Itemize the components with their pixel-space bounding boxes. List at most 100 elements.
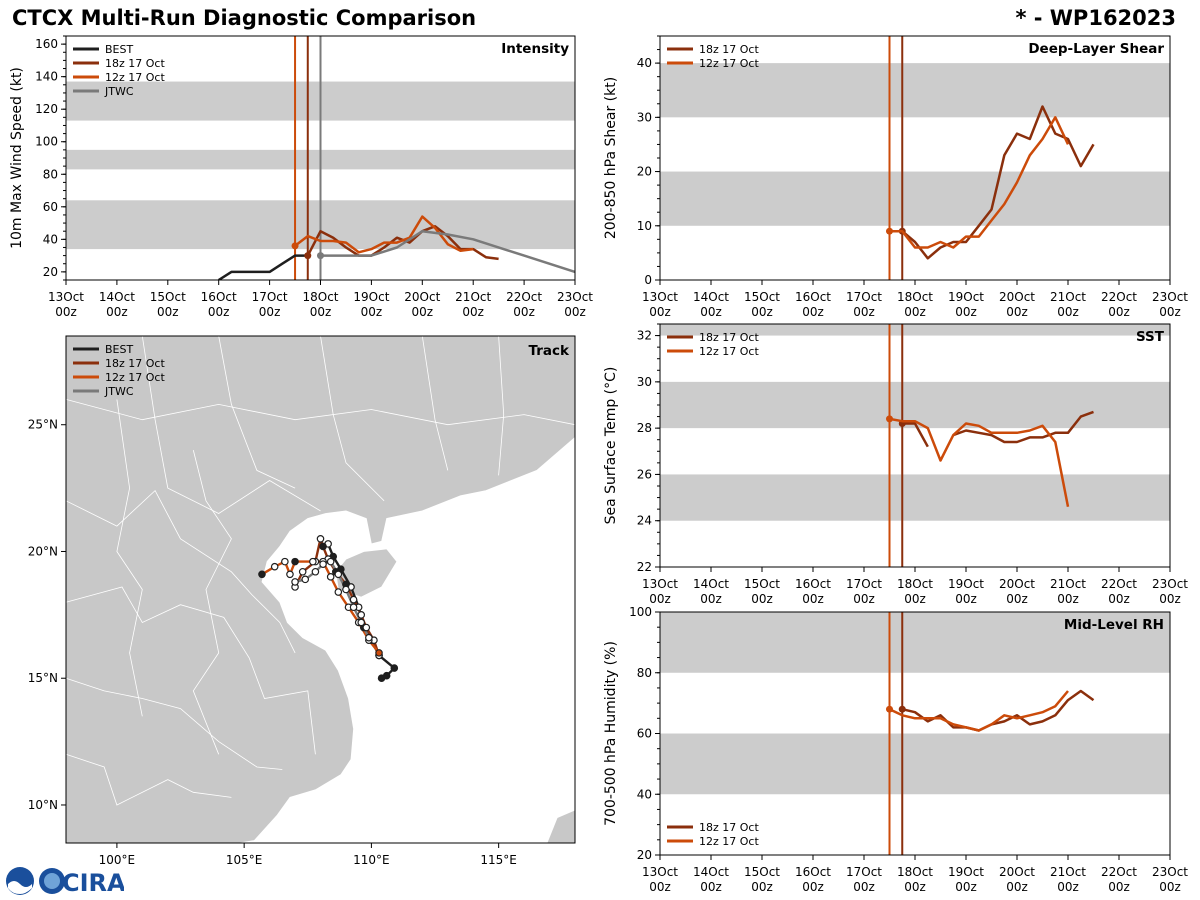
rh-xtick-label: 00z	[1159, 880, 1181, 894]
shear-xtick-label: 15Oct	[744, 290, 780, 304]
shear-xtick-label: 00z	[955, 305, 977, 319]
sst-xtick-label: 13Oct	[642, 577, 678, 591]
intensity-xtick-label: 00z	[564, 305, 586, 319]
track-point	[316, 534, 325, 543]
rh-ytick-label: 40	[637, 787, 652, 801]
sst-xtick-label: 16Oct	[795, 577, 831, 591]
rh-ytick-label: 80	[637, 666, 652, 680]
rh-series-line	[888, 690, 1069, 732]
track-border	[65, 753, 232, 806]
shear-xtick-label: 22Oct	[1101, 290, 1137, 304]
sst-xtick-label: 00z	[751, 592, 773, 606]
shear-xtick-label: 00z	[904, 305, 926, 319]
intensity-panel: 2040608010012014016013Oct00z14Oct00z15Oc…	[9, 35, 593, 319]
cira-logo: CIRA	[6, 867, 124, 897]
track-point	[326, 573, 335, 581]
sst-xtick-label: 00z	[1006, 592, 1028, 606]
track-frame	[65, 335, 576, 844]
track-border	[421, 335, 449, 471]
sst-xtick-label: 23Oct	[1152, 577, 1188, 591]
sst-series-line	[952, 410, 1094, 444]
shear-xtick-label: 20Oct	[999, 290, 1035, 304]
intensity-series-line	[294, 215, 474, 254]
shear-panel: 01020304013Oct00z14Oct00z15Oct00z16Oct00…	[603, 35, 1188, 319]
sst-xtick-label: 20Oct	[999, 577, 1035, 591]
intensity-xtick-label: 00z	[259, 305, 281, 319]
intensity-start-marker	[317, 252, 324, 260]
shear-xtick-label: 16Oct	[795, 290, 831, 304]
sst-legend-label: 18z 17 Oct	[699, 331, 759, 344]
rh-band	[660, 612, 1170, 673]
rh-ylabel: 700-500 hPa Humidity (%)	[603, 641, 619, 826]
shear-xtick-label: 00z	[751, 305, 773, 319]
rh-start-marker	[898, 705, 906, 713]
track-line	[294, 560, 370, 639]
track-island	[546, 809, 576, 844]
rh-ytick-label: 20	[637, 848, 652, 862]
track-point	[291, 578, 299, 586]
rh-xtick-label: 21Oct	[1050, 865, 1086, 879]
intensity-legend-label: 18z 17 Oct	[105, 57, 165, 70]
rh-series-line	[902, 689, 1095, 732]
sst-xtick-label: 21Oct	[1050, 577, 1086, 591]
shear-series-line	[889, 116, 1070, 249]
shear-legend-label: 18z 17 Oct	[699, 43, 759, 56]
intensity-series-line	[218, 254, 308, 280]
intensity-ytick-label: 100	[35, 135, 58, 149]
rh-panel: 2040608010013Oct00z14Oct00z15Oct00z16Oct…	[603, 605, 1188, 894]
rh-xtick-label: 00z	[649, 880, 671, 894]
shear-xtick-label: 00z	[649, 305, 671, 319]
rh-legend-label: 12z 17 Oct	[699, 835, 759, 848]
track-point	[375, 649, 383, 657]
rh-band	[660, 733, 1170, 795]
track-point	[298, 567, 307, 576]
track-xtick-label: 100°E	[99, 853, 136, 867]
rh-xtick-label: 19Oct	[948, 865, 984, 879]
shear-xtick-label: 19Oct	[948, 290, 984, 304]
rh-xtick-label: 00z	[802, 880, 824, 894]
intensity-xtick-label: 14Oct	[99, 290, 135, 304]
track-point	[357, 611, 366, 619]
intensity-ytick-label: 20	[43, 265, 58, 279]
sst-band	[660, 324, 1170, 336]
intensity-ytick-label: 40	[43, 232, 58, 246]
shear-xtick-label: 00z	[802, 305, 824, 319]
sst-xtick-label: 00z	[904, 592, 926, 606]
sst-xtick-label: 19Oct	[948, 577, 984, 591]
track-border	[65, 586, 316, 755]
track-border	[141, 335, 321, 514]
track-point	[270, 562, 279, 571]
globe-inner-icon	[44, 873, 60, 889]
sst-ytick-label: 32	[637, 329, 652, 343]
sst-ytick-label: 24	[637, 514, 652, 528]
track-point	[291, 557, 299, 566]
track-point	[334, 570, 343, 579]
shear-legend-label: 12z 17 Oct	[699, 57, 759, 70]
rh-ytick-label: 100	[629, 605, 652, 619]
track-point	[349, 603, 358, 612]
intensity-ytick-label: 140	[35, 70, 58, 84]
rh-title: Mid-Level RH	[1064, 617, 1164, 633]
shear-start-marker	[886, 227, 893, 235]
shear-title: Deep-Layer Shear	[1028, 41, 1164, 57]
track-xtick-label: 115°E	[480, 853, 517, 867]
shear-ylabel: 200-850 hPa Shear (kt)	[603, 77, 619, 239]
sst-xtick-label: 00z	[853, 592, 875, 606]
intensity-legend-label: BEST	[105, 43, 133, 56]
track-xtick-label: 105°E	[226, 853, 263, 867]
intensity-ytick-label: 120	[35, 102, 58, 116]
track-legend-label: JTWC	[104, 385, 134, 398]
shear-band	[660, 171, 1170, 226]
track-point	[326, 557, 335, 566]
intensity-legend-label: 12z 17 Oct	[105, 71, 165, 84]
sst-series-line	[902, 422, 929, 448]
intensity-xtick-label: 23Oct	[557, 290, 593, 304]
rh-xtick-label: 15Oct	[744, 865, 780, 879]
track-legend-label: 18z 17 Oct	[105, 357, 165, 370]
sst-panel: 22242628303213Oct00z14Oct00z15Oct00z16Oc…	[603, 323, 1188, 606]
intensity-xtick-label: 00z	[513, 305, 535, 319]
sst-xtick-label: 14Oct	[693, 577, 729, 591]
intensity-ytick-label: 60	[43, 200, 58, 214]
intensity-xtick-label: 17Oct	[252, 290, 288, 304]
wave-icon	[8, 881, 32, 894]
